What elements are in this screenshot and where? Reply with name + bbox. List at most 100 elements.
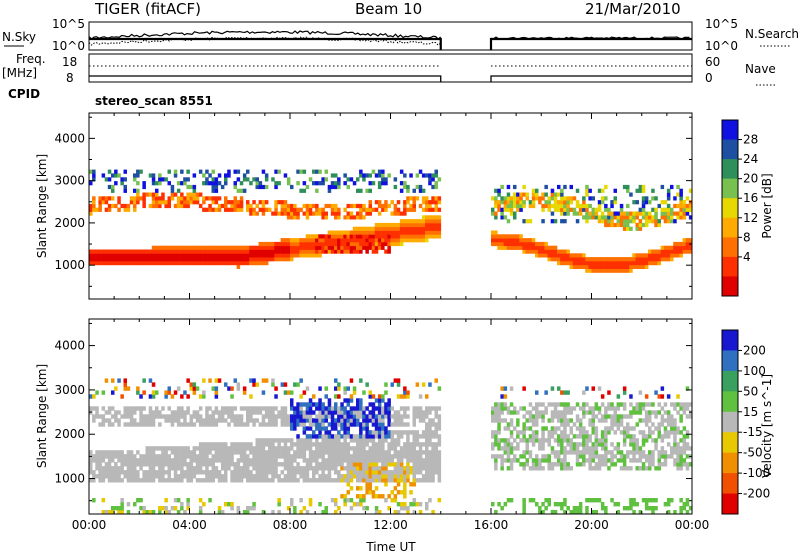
velocity-cell <box>161 458 165 463</box>
power-cell <box>230 261 234 266</box>
power-cell <box>566 203 570 209</box>
power-cell <box>503 196 508 201</box>
power-cell <box>299 241 303 247</box>
velocity-cell <box>133 458 137 463</box>
velocity-cell <box>368 430 372 435</box>
power-cell <box>557 261 561 266</box>
power-cell <box>205 249 209 254</box>
velocity-cell <box>224 450 228 455</box>
power-cell <box>167 249 171 254</box>
power-cell <box>619 207 624 212</box>
velocity-cell <box>286 450 291 455</box>
power-cell <box>142 192 146 197</box>
power-cell <box>208 245 212 250</box>
velocity-cell <box>183 418 187 423</box>
velocity-cell <box>139 454 143 459</box>
velocity-cell <box>164 458 168 463</box>
velocity-cell <box>629 438 633 443</box>
velocity-cell <box>252 406 256 411</box>
velocity-cell <box>252 450 256 455</box>
power-cell <box>525 196 529 201</box>
power-cell <box>368 200 372 205</box>
power-cell <box>123 188 127 193</box>
power-cell <box>101 249 106 254</box>
velocity-cell <box>588 454 592 459</box>
velocity-cell <box>236 506 241 511</box>
power-cell <box>365 245 369 250</box>
power-cell <box>330 230 335 235</box>
velocity-cell <box>274 466 278 471</box>
power-cell <box>296 241 300 247</box>
power-cell <box>246 249 250 254</box>
power-cell <box>610 222 614 228</box>
velocity-cell <box>111 510 115 515</box>
power-cell <box>528 238 533 243</box>
power-cell <box>629 257 633 262</box>
power-cell <box>202 257 206 262</box>
velocity-cell <box>305 470 310 475</box>
velocity-cell <box>541 454 545 459</box>
velocity-cell <box>622 406 627 411</box>
velocity-cell <box>377 450 382 455</box>
power-cell <box>506 196 511 201</box>
velocity-cell <box>365 454 369 459</box>
power-cell <box>324 203 328 209</box>
velocity-cell <box>258 422 263 427</box>
velocity-cell <box>343 414 347 419</box>
velocity-cell <box>170 466 175 471</box>
velocity-cell <box>246 474 250 479</box>
power-cell <box>622 219 627 224</box>
power-cell <box>597 207 602 212</box>
velocity-cell <box>575 402 580 407</box>
power-cell <box>249 181 253 186</box>
power-cell <box>330 234 335 239</box>
power-cell <box>491 234 495 239</box>
velocity-cell <box>352 414 357 419</box>
power-cell <box>616 264 621 269</box>
velocity-cell <box>101 470 106 475</box>
velocity-cell <box>142 378 146 383</box>
velocity-cell <box>239 450 244 455</box>
velocity-cell <box>205 454 209 459</box>
velocity-cell <box>129 410 134 415</box>
velocity-cell <box>142 510 146 515</box>
power-cell <box>264 207 269 212</box>
velocity-cell <box>522 506 526 511</box>
colorbar-frame <box>721 329 739 515</box>
power-cell <box>553 192 558 197</box>
velocity-cell <box>324 466 328 471</box>
power-cell <box>644 211 649 216</box>
power-cell <box>252 207 256 212</box>
power-cell <box>205 261 209 266</box>
velocity-cell <box>321 418 325 423</box>
power-cell <box>202 207 206 212</box>
velocity-cell <box>384 482 388 487</box>
velocity-cell <box>431 430 435 435</box>
velocity-cell <box>528 438 533 443</box>
colorbar-swatch <box>722 276 738 297</box>
power-cell <box>264 173 269 178</box>
velocity-cell <box>387 462 391 467</box>
freq-tick-top: 18 <box>62 55 77 69</box>
velocity-cell <box>538 458 542 463</box>
velocity-cell <box>315 406 319 411</box>
power-cell <box>553 257 558 262</box>
colorbar-swatch <box>722 198 738 219</box>
velocity-cell <box>506 426 511 431</box>
velocity-cell <box>434 470 438 475</box>
velocity-cell <box>362 438 366 443</box>
power-cell <box>224 203 228 209</box>
velocity-cell <box>286 462 291 467</box>
velocity-cell <box>346 402 350 407</box>
power-cell <box>629 192 633 197</box>
power-cell <box>227 173 231 178</box>
velocity-cell <box>268 454 272 459</box>
velocity-cell <box>233 450 237 455</box>
power-cell <box>305 211 310 216</box>
power-cell <box>560 192 564 197</box>
velocity-cell <box>566 450 570 455</box>
power-cell <box>390 234 394 239</box>
velocity-cell <box>396 410 401 415</box>
power-cell <box>271 249 275 254</box>
velocity-cell <box>158 410 162 415</box>
